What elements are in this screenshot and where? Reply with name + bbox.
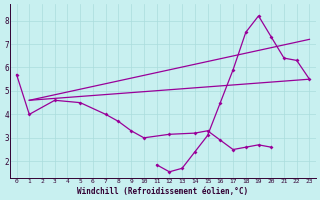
X-axis label: Windchill (Refroidissement éolien,°C): Windchill (Refroidissement éolien,°C) <box>77 187 249 196</box>
